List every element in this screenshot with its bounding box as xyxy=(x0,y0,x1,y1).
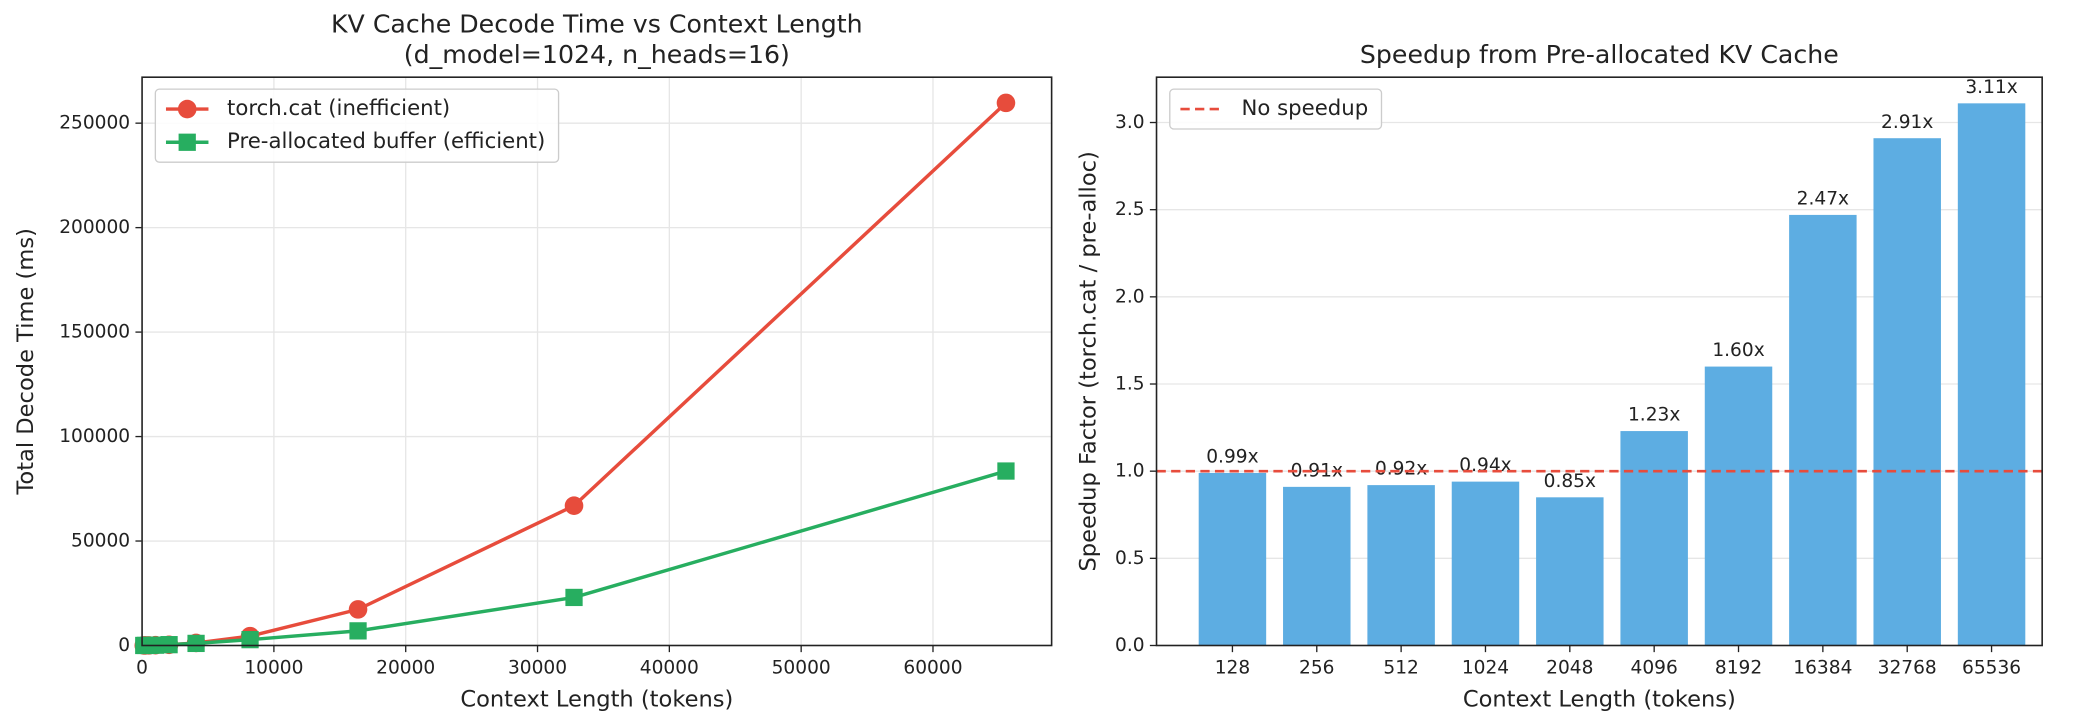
x-tick-label: 32768 xyxy=(1878,658,1937,679)
marker xyxy=(349,622,367,640)
x-tick-label: 2048 xyxy=(1546,658,1593,679)
value-label: 1.23x xyxy=(1628,405,1680,426)
y-tick-label: 0.5 xyxy=(1115,548,1145,569)
series-line xyxy=(143,101,1008,648)
x-tick-label: 256 xyxy=(1299,658,1334,679)
y-tick-label: 1.5 xyxy=(1115,374,1145,395)
x-tick-label: 65536 xyxy=(1962,658,2021,679)
bar xyxy=(1198,472,1267,646)
x-tick-label: 512 xyxy=(1383,658,1418,679)
legend-label: torch.cat (inefficient) xyxy=(227,96,450,121)
bar xyxy=(1789,214,1857,646)
marker xyxy=(348,600,368,619)
y-tick-label: 2.0 xyxy=(1115,286,1145,307)
legend-box xyxy=(154,88,560,163)
y-axis-label: Total Decode Time (ms) xyxy=(13,228,39,495)
legend: torch.cat (inefficient) Pre-allocated buf… xyxy=(154,88,560,163)
legend-label: Pre-allocated buffer (efficient) xyxy=(227,129,545,154)
x-tick-label: 50000 xyxy=(772,658,831,679)
y-axis-label: Speedup Factor (torch.cat / pre-alloc) xyxy=(1075,151,1101,571)
chart-title: KV Cache Decode Time vs Context Length xyxy=(331,9,863,38)
axes-frame xyxy=(1155,76,2043,647)
x-axis-label: Context Length (tokens) xyxy=(1463,686,1736,712)
marker xyxy=(565,588,583,607)
bar xyxy=(1367,485,1435,646)
value-label: 0.91x xyxy=(1291,460,1343,481)
marker xyxy=(178,133,196,151)
bar xyxy=(1536,497,1604,646)
y-tick-label: 3.0 xyxy=(1115,112,1145,133)
x-tick-label: 16384 xyxy=(1793,658,1852,679)
value-label: 2.47x xyxy=(1797,188,1849,209)
legend-label: No speedup xyxy=(1241,96,1368,121)
x-tick-label: 60000 xyxy=(903,658,962,679)
y-tick-label: 50000 xyxy=(71,531,130,552)
chart-title: (d_model=1024, n_heads=16) xyxy=(404,40,790,69)
x-tick-label: 0 xyxy=(136,658,148,679)
value-label: 0.85x xyxy=(1544,471,1596,492)
y-tick-label: 2.5 xyxy=(1115,199,1145,220)
value-label: 0.94x xyxy=(1459,455,1511,476)
value-label: 3.11x xyxy=(1965,77,2017,98)
marker xyxy=(177,99,197,119)
marker xyxy=(160,636,178,654)
x-tick-label: 4096 xyxy=(1631,658,1678,679)
x-tick-label: 20000 xyxy=(376,658,435,679)
x-tick-label: 40000 xyxy=(640,658,699,679)
x-tick-label: 1024 xyxy=(1462,658,1509,679)
value-label: 0.92x xyxy=(1375,459,1427,480)
bar xyxy=(1451,481,1520,646)
y-tick-label: 200000 xyxy=(59,217,130,238)
value-label: 0.99x xyxy=(1206,446,1258,467)
x-axis-label: Context Length (tokens) xyxy=(460,686,733,712)
bar xyxy=(1620,431,1688,646)
marker xyxy=(996,93,1016,113)
y-tick-label: 250000 xyxy=(59,113,130,134)
y-tick-label: 100000 xyxy=(59,426,130,447)
y-tick-label: 1.0 xyxy=(1115,461,1145,482)
bar xyxy=(1873,138,1941,646)
bar xyxy=(1704,366,1773,646)
x-tick-label: 30000 xyxy=(508,658,567,679)
legend-box xyxy=(1169,88,1383,130)
x-tick-label: 128 xyxy=(1215,658,1250,679)
axes-frame xyxy=(141,76,1053,647)
y-tick-label: 150000 xyxy=(59,322,130,343)
marker xyxy=(997,462,1015,480)
y-tick-label: 0.0 xyxy=(1115,635,1145,656)
chart-title: Speedup from Pre-allocated KV Cache xyxy=(1360,40,1839,69)
bar xyxy=(1283,486,1351,646)
marker xyxy=(564,496,584,516)
value-label: 1.60x xyxy=(1712,340,1764,361)
legend: No speedup xyxy=(1169,88,1383,130)
marker xyxy=(241,631,259,649)
y-tick-label: 0 xyxy=(118,635,130,656)
value-label: 2.91x xyxy=(1881,112,1933,133)
marker xyxy=(187,634,205,653)
bar xyxy=(1957,103,2026,646)
x-tick-label: 10000 xyxy=(244,658,303,679)
x-tick-label: 8192 xyxy=(1715,658,1762,679)
